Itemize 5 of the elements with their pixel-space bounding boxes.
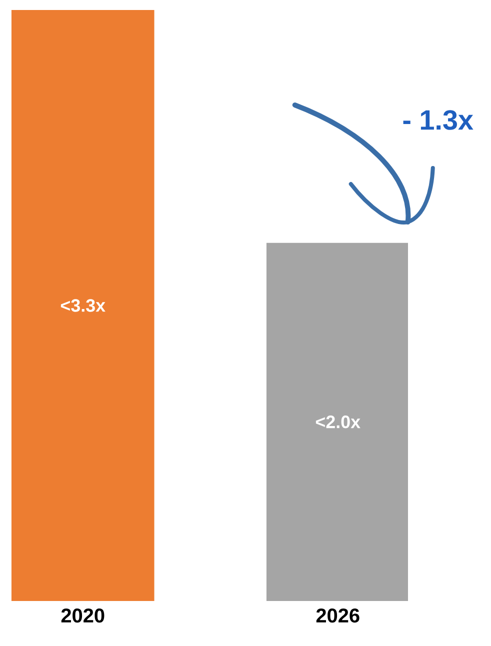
data-label: <3.3x (61, 299, 106, 312)
annotation: - 1.3x (403, 110, 474, 130)
x-tick-label: 2020 (61, 608, 104, 623)
x-tick-label: 2026 (316, 608, 360, 623)
data-label: <2.0x (316, 416, 360, 428)
